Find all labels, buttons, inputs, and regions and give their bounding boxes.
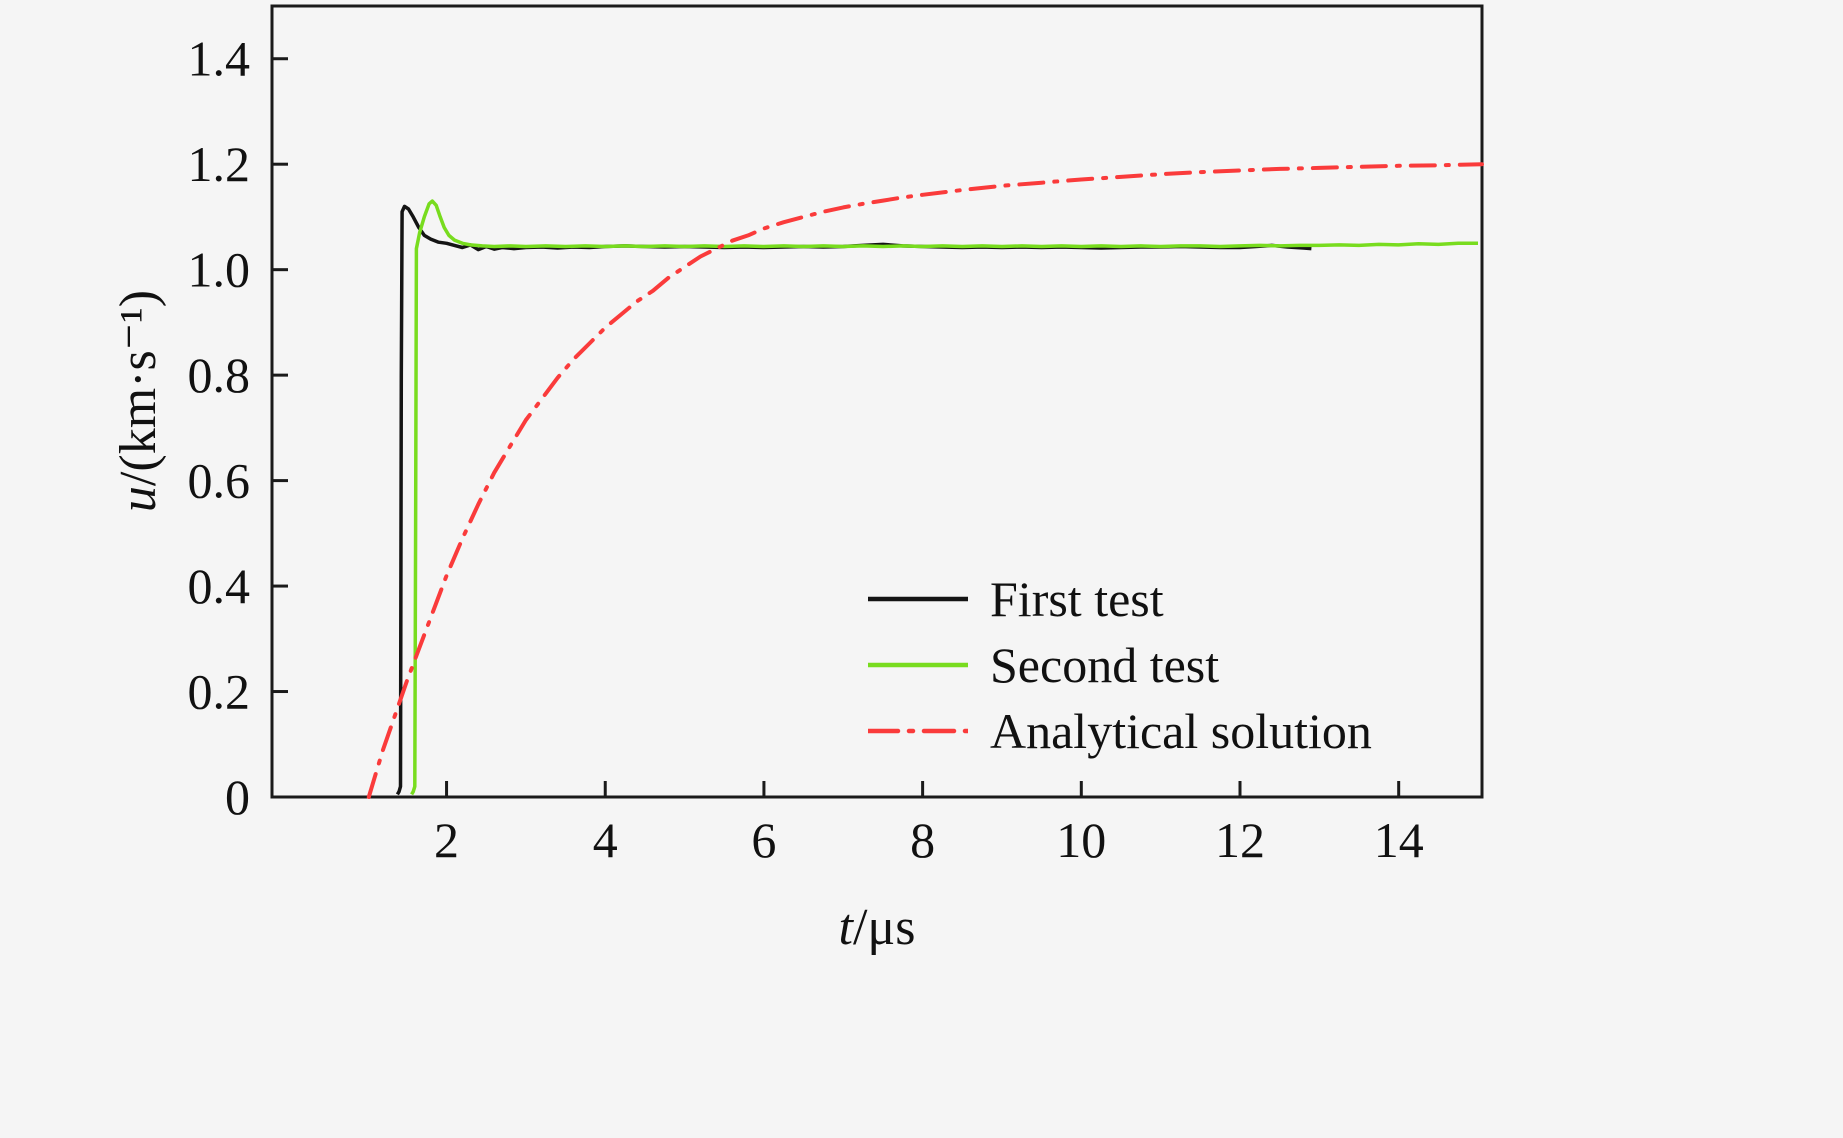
series-analytical-solution-line — [366, 162, 1484, 799]
y-tick-label: 1.2 — [188, 136, 251, 192]
y-tick-label: 0.4 — [188, 558, 251, 614]
x-tick-label: 4 — [593, 812, 618, 868]
first-test-line-icon — [868, 596, 968, 602]
y-tick-label: 0.8 — [188, 347, 251, 403]
x-tick-label: 14 — [1374, 812, 1424, 868]
x-axis-unit: /μs — [852, 899, 916, 956]
plot-frame — [270, 4, 1484, 799]
series-second-test-line — [410, 199, 1478, 796]
x-tick-label: 2 — [434, 812, 459, 868]
legend-label-first-test: First test — [990, 571, 1164, 627]
y-tick-label: 0.2 — [188, 664, 251, 720]
analytical-solution-line-icon — [868, 728, 968, 734]
y-tick-label: 0.6 — [188, 453, 251, 509]
x-axis-label: t/μs — [838, 898, 915, 957]
x-tick-label: 12 — [1215, 812, 1265, 868]
y-tick-label: 0 — [225, 769, 250, 825]
y-tick-label: 1.4 — [188, 31, 251, 87]
y-axis-label: u/(km·s⁻¹) — [108, 290, 168, 512]
x-tick-label: 6 — [751, 812, 776, 868]
y-axis-variable: u — [110, 486, 167, 513]
x-tick-label: 10 — [1056, 812, 1106, 868]
legend-item-first-test: First test — [868, 566, 1372, 632]
legend: First test Second test Analytical soluti… — [868, 566, 1372, 764]
x-tick-label: 8 — [910, 812, 935, 868]
legend-label-second-test: Second test — [990, 637, 1220, 693]
x-axis-variable: t — [838, 899, 853, 956]
legend-label-analytical-solution: Analytical solution — [990, 703, 1372, 759]
legend-item-analytical-solution: Analytical solution — [868, 698, 1372, 764]
second-test-line-icon — [868, 662, 968, 668]
legend-item-second-test: Second test — [868, 632, 1372, 698]
y-axis-unit: /(km·s⁻¹) — [110, 289, 167, 487]
y-tick-label: 1.0 — [188, 242, 251, 298]
